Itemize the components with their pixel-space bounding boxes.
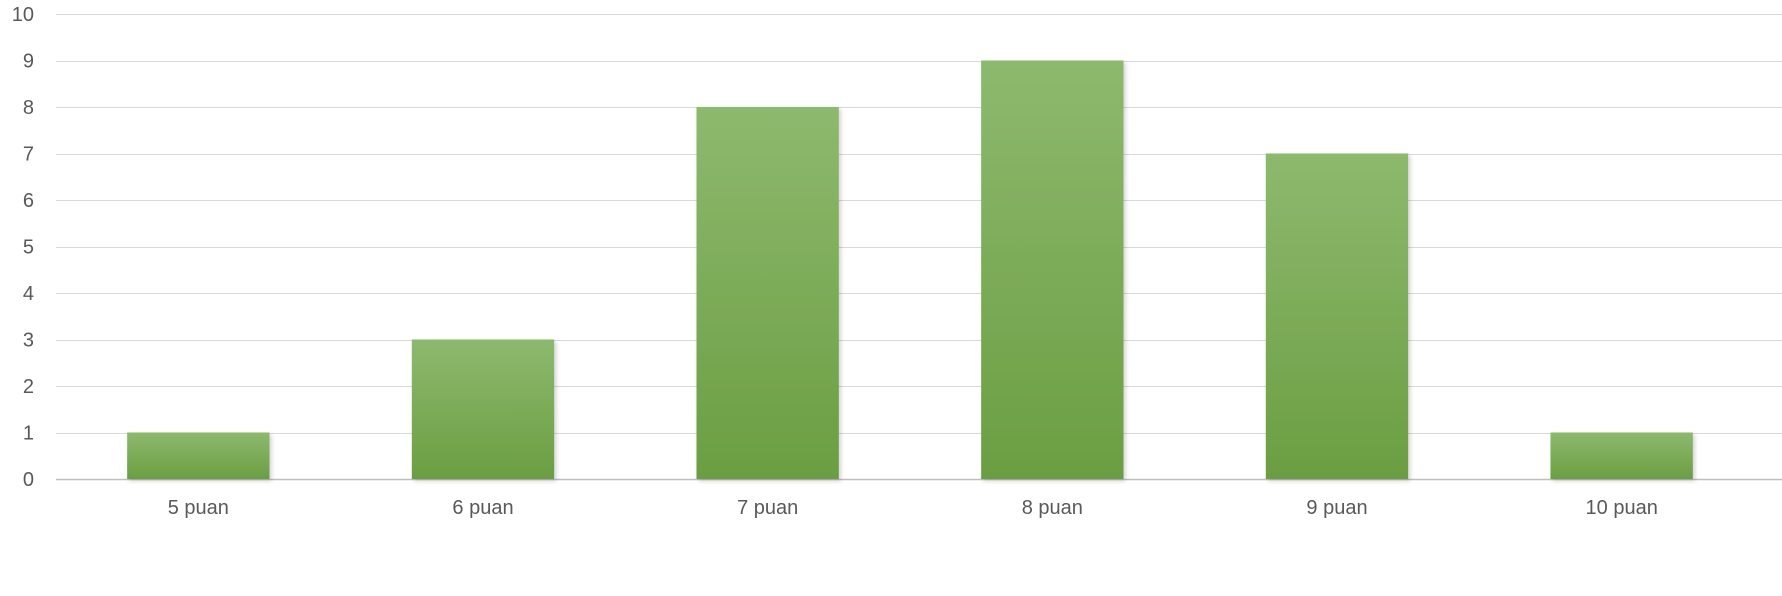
x-tick-label-5-puan: 5 puan <box>168 497 229 519</box>
gridlines <box>56 14 1782 481</box>
y-tick-label-1: 1 <box>23 423 34 445</box>
bar-9-puan <box>1265 153 1409 479</box>
y-tick-label-3: 3 <box>23 330 34 352</box>
y-tick-label-2: 2 <box>23 376 34 398</box>
bars <box>127 60 1693 479</box>
y-tick-label-4: 4 <box>23 283 34 305</box>
bar-8-puan <box>981 60 1124 479</box>
bar-10-puan <box>1550 432 1693 479</box>
x-tick-label-9-puan: 9 puan <box>1306 497 1367 519</box>
y-tick-label-8: 8 <box>23 97 34 119</box>
x-axis-tick-labels: 5 puan 6 puan 7 puan 8 puan 9 puan 10 puan <box>168 497 1658 519</box>
bar-7-puan <box>696 107 839 479</box>
x-tick-label-10-puan: 10 puan <box>1586 497 1658 519</box>
y-tick-label-10: 10 <box>12 4 34 26</box>
y-tick-label-5: 5 <box>23 237 34 259</box>
y-tick-label-7: 7 <box>23 144 34 166</box>
y-tick-label-6: 6 <box>23 190 34 212</box>
y-axis-tick-labels: 0 1 2 3 4 5 6 7 8 9 10 <box>12 4 34 491</box>
x-tick-label-7-puan: 7 puan <box>737 497 798 519</box>
x-tick-label-8-puan: 8 puan <box>1022 497 1083 519</box>
bar-5-puan <box>127 432 270 479</box>
y-tick-label-9: 9 <box>23 51 34 73</box>
y-tick-label-0: 0 <box>23 469 34 491</box>
x-tick-label-6-puan: 6 puan <box>452 497 513 519</box>
bar-6-puan <box>411 339 555 479</box>
